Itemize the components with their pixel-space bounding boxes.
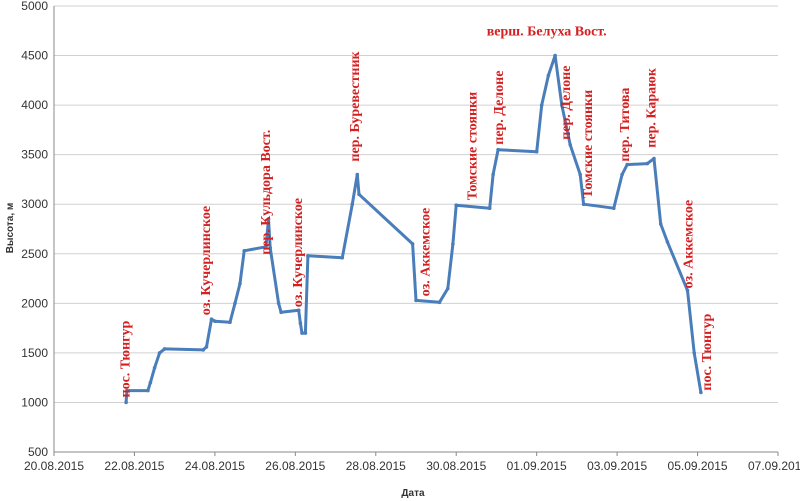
elevation-point [578, 172, 582, 177]
elevation-point [238, 281, 242, 286]
elevation-point [560, 103, 564, 107]
elevation-point [268, 246, 273, 250]
elevation-point [553, 53, 557, 58]
y-axis-title: Высота, м [5, 203, 16, 254]
elevation-point [685, 288, 690, 293]
annotation-label: оз. Кучерлинское [199, 206, 214, 315]
elevation-point [350, 202, 355, 206]
elevation-point [157, 351, 162, 355]
y-tick-label: 4000 [21, 98, 48, 112]
annotation-label: пос. Тюнгур [118, 320, 133, 397]
elevation-point [568, 143, 572, 147]
elevation-point [152, 366, 157, 370]
elevation-point [645, 161, 650, 166]
annotation-label: оз. Аккемское [682, 200, 697, 289]
x-tick-label: 01.09.2015 [507, 459, 567, 473]
elevation-point [620, 172, 624, 177]
elevation-point [209, 317, 214, 322]
x-tick-label: 07.09.2015 [748, 459, 800, 473]
y-tick-label: 2500 [21, 247, 48, 261]
x-tick-label: 22.08.2015 [104, 459, 164, 473]
elevation-point [612, 206, 616, 210]
y-tick-label: 2000 [21, 296, 48, 310]
axes: 500 1000 1500 2000 2500 3000 3500 4000 4500 5000 2… [21, 0, 800, 473]
gridlines [54, 5, 778, 453]
elevation-point [451, 242, 455, 246]
annotation-label: пос. Тюнгур [700, 314, 715, 391]
annotation-label: оз. Кучерлинское [291, 198, 306, 307]
elevation-point [298, 321, 303, 326]
elevation-point [162, 347, 167, 351]
elevation-point [204, 345, 209, 349]
elevation-point [125, 388, 129, 393]
elevation-point [124, 400, 128, 405]
elevation-point [148, 380, 153, 385]
elevation-point [539, 103, 544, 107]
elevation-point [581, 202, 586, 206]
elevation-point [146, 388, 150, 393]
x-tick-label: 03.09.2015 [587, 459, 647, 473]
x-tick-label: 26.08.2015 [265, 459, 325, 473]
x-axis-title: Дата [401, 488, 425, 499]
elevation-point [665, 240, 670, 244]
annotation-label: пер. Делоне [492, 71, 507, 145]
elevation-point [303, 331, 308, 335]
annotation-label: пер. Титова [618, 88, 633, 162]
annotation-label: пер. Кульдора Вост. [259, 130, 274, 255]
elevation-point [233, 301, 237, 306]
elevation-point [201, 348, 205, 352]
elevation-point [300, 331, 304, 335]
elevation-point [340, 255, 345, 260]
elevation-point [276, 301, 281, 306]
x-tick-label: 30.08.2015 [426, 459, 486, 473]
elevation-point [437, 300, 442, 305]
elevation-point [491, 172, 495, 177]
elevation-point [496, 147, 500, 152]
x-tick-label: 28.08.2015 [346, 459, 406, 473]
y-tick-label: 5000 [21, 0, 48, 13]
annotations-layer: пос. Тюнгур оз. Кучерлинское пер. Кульдора… [118, 25, 715, 398]
x-tick-label: 05.09.2015 [668, 459, 728, 473]
elevation-point [296, 308, 301, 313]
elevation-point [355, 172, 360, 177]
elevation-point [625, 162, 629, 167]
elevation-point [242, 249, 246, 253]
y-tick-label: 1500 [21, 346, 48, 360]
elevation-point [546, 73, 551, 78]
y-tick-label: 1000 [21, 395, 48, 409]
elevation-point [213, 319, 217, 324]
elevation-point [410, 242, 415, 246]
elevation-point [446, 286, 450, 291]
x-tick-label: 24.08.2015 [185, 459, 245, 473]
elevation-point [264, 245, 268, 249]
elevation-point [699, 390, 703, 395]
y-tick-label: 3000 [21, 197, 48, 211]
elevation-point [266, 217, 271, 221]
elevation-point [414, 298, 418, 303]
annotation-label: пер. Делоне [559, 66, 574, 140]
elevation-point [658, 222, 663, 226]
elevation-point [534, 149, 539, 154]
elevation-point [454, 203, 459, 207]
annotation-label: Томские стоянки [581, 90, 596, 198]
annotation-label: пер. Караюк [645, 67, 660, 148]
elevation-point [357, 192, 361, 197]
elevation-point [306, 254, 310, 258]
annotation-label: верш. Белуха Вост. [487, 25, 607, 40]
annotation-label: пер. Буревестник [348, 50, 363, 161]
y-tick-label: 500 [28, 445, 48, 459]
elevation-point [487, 206, 492, 210]
elevation-point [692, 351, 696, 355]
y-tick-label: 4500 [21, 49, 48, 63]
elevation-point [652, 156, 656, 161]
elevation-point [279, 310, 283, 315]
y-tick-label: 3500 [21, 148, 48, 162]
annotation-label: Томские стоянки [465, 92, 480, 200]
series-layer [124, 53, 703, 405]
elevation-point [228, 320, 232, 325]
annotation-label: оз. Аккемское [418, 208, 433, 297]
x-tick-label: 20.08.2015 [24, 459, 84, 473]
